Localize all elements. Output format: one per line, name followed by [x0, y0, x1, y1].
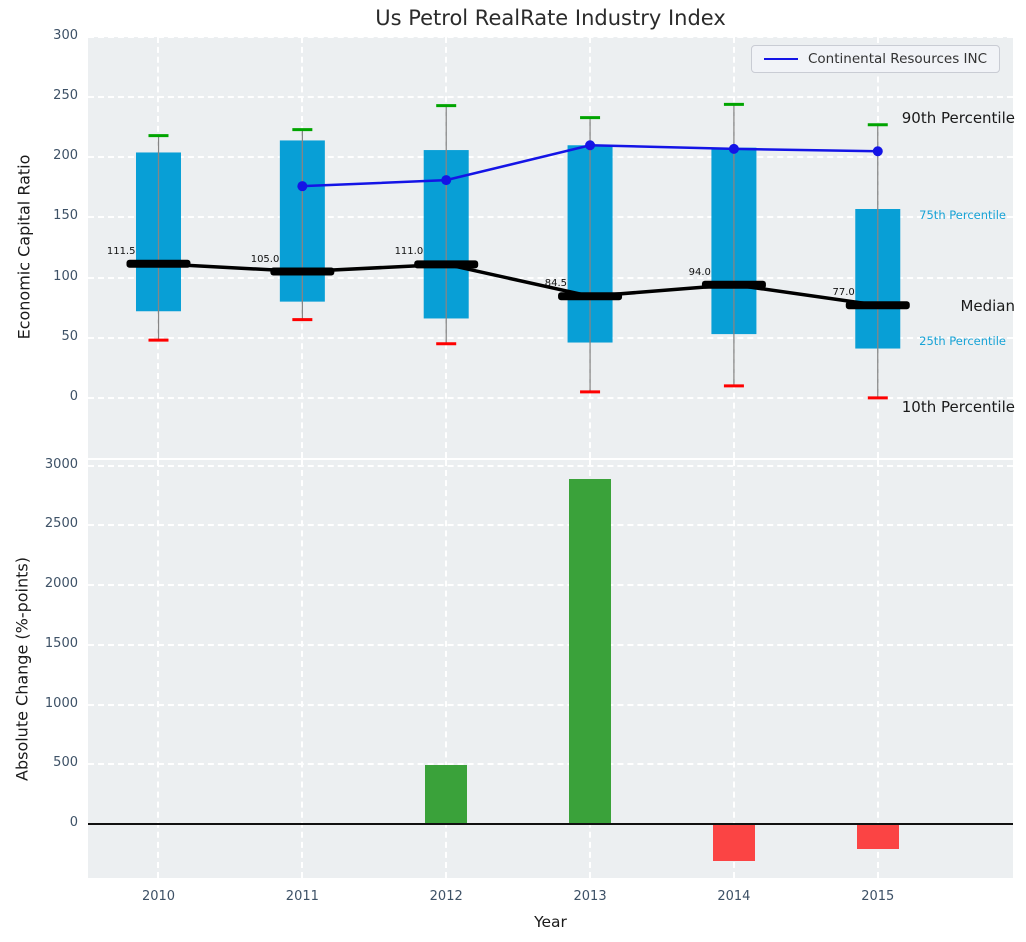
annotation-25th-percentile: 25th Percentile — [919, 334, 1006, 349]
median-bar-2010 — [126, 259, 191, 268]
top-panel — [88, 36, 1013, 458]
grid-line-vertical — [301, 460, 304, 878]
median-bar-2015 — [845, 301, 910, 310]
company-point-2012 — [441, 175, 452, 186]
x-tick-label-2015: 2015 — [861, 889, 895, 904]
bottom-y-tick-label: 500 — [53, 755, 78, 771]
median-bar-2011 — [270, 267, 335, 276]
x-tick-label-2013: 2013 — [573, 889, 607, 904]
grid-line-horizontal — [88, 336, 1013, 339]
bottom-y-tick-label: 3000 — [44, 456, 78, 472]
grid-line-horizontal — [88, 96, 1013, 99]
top-y-tick-label: 250 — [53, 88, 78, 104]
company-point-2015 — [872, 146, 883, 157]
median-bar-2014 — [701, 280, 766, 289]
change-bar-2015 — [856, 825, 899, 849]
annotation-90th-percentile: 90th Percentile — [901, 108, 1015, 127]
grid-line-horizontal — [88, 643, 1013, 646]
top-y-tick-label: 150 — [53, 208, 78, 224]
legend-label: Continental Resources INC — [808, 51, 988, 67]
x-tick-label-2011: 2011 — [285, 889, 319, 904]
bottom-y-tick-label: 2000 — [44, 576, 78, 592]
x-axis-label: Year — [534, 913, 567, 931]
grid-line-horizontal — [88, 216, 1013, 219]
box-plot-canvas — [126, 102, 910, 400]
grid-line-horizontal — [88, 524, 1013, 527]
grid-line-vertical — [876, 460, 879, 878]
bottom-y-tick-label: 2500 — [44, 516, 78, 532]
bottom-y-tick-label: 1500 — [44, 635, 78, 651]
top-y-axis-label: Economic Capital Ratio — [14, 154, 34, 340]
median-value-label-2011: 105.0 — [250, 253, 280, 265]
grid-line-horizontal — [88, 464, 1013, 467]
grid-line-vertical — [732, 460, 735, 878]
annotation-median: Median — [960, 297, 1015, 316]
legend: Continental Resources INC — [751, 45, 1001, 73]
grid-line-horizontal — [88, 276, 1013, 279]
x-tick-label-2014: 2014 — [717, 889, 751, 904]
median-value-label-2012: 111.0 — [394, 246, 424, 258]
grid-line-horizontal — [88, 396, 1013, 399]
grid-line-horizontal — [88, 36, 1013, 38]
change-bar-2014 — [712, 825, 755, 861]
grid-line-horizontal — [88, 156, 1013, 159]
change-bar-2013 — [569, 479, 612, 824]
top-y-tick-label: 0 — [69, 388, 78, 404]
x-tick-label-2010: 2010 — [141, 889, 176, 904]
median-bar-2013 — [558, 292, 623, 301]
company-point-2011 — [297, 181, 308, 192]
top-y-tick-label: 300 — [53, 28, 78, 43]
median-value-label-2014: 94.0 — [688, 266, 711, 278]
annotation-10th-percentile: 10th Percentile — [901, 398, 1015, 417]
x-tick-label-2012: 2012 — [429, 889, 463, 904]
median-value-label-2015: 77.0 — [832, 287, 855, 299]
bottom-panel — [88, 460, 1013, 878]
legend-line-swatch — [764, 58, 798, 60]
company-point-2014 — [728, 143, 739, 154]
top-y-tick-label: 50 — [61, 328, 78, 344]
grid-line-vertical — [157, 460, 160, 878]
median-bar-2012 — [414, 260, 479, 269]
grid-line-horizontal — [88, 763, 1013, 766]
bottom-y-tick-label: 1000 — [44, 695, 78, 711]
median-value-label-2010: 111.5 — [106, 245, 136, 257]
bottom-y-tick-label: 0 — [69, 815, 78, 831]
zero-axis-line — [88, 823, 1013, 825]
grid-line-horizontal — [88, 703, 1013, 706]
grid-line-horizontal — [88, 584, 1013, 587]
top-y-tick-label: 100 — [53, 268, 78, 284]
chart-title: Us Petrol RealRate Industry Index — [375, 6, 726, 30]
company-point-2013 — [585, 140, 596, 151]
change-bar-2012 — [425, 765, 468, 824]
grid-line-vertical — [445, 460, 448, 878]
annotation-75th-percentile: 75th Percentile — [919, 208, 1006, 223]
top-y-tick-label: 200 — [53, 148, 78, 164]
median-value-label-2013: 84.5 — [544, 278, 568, 290]
